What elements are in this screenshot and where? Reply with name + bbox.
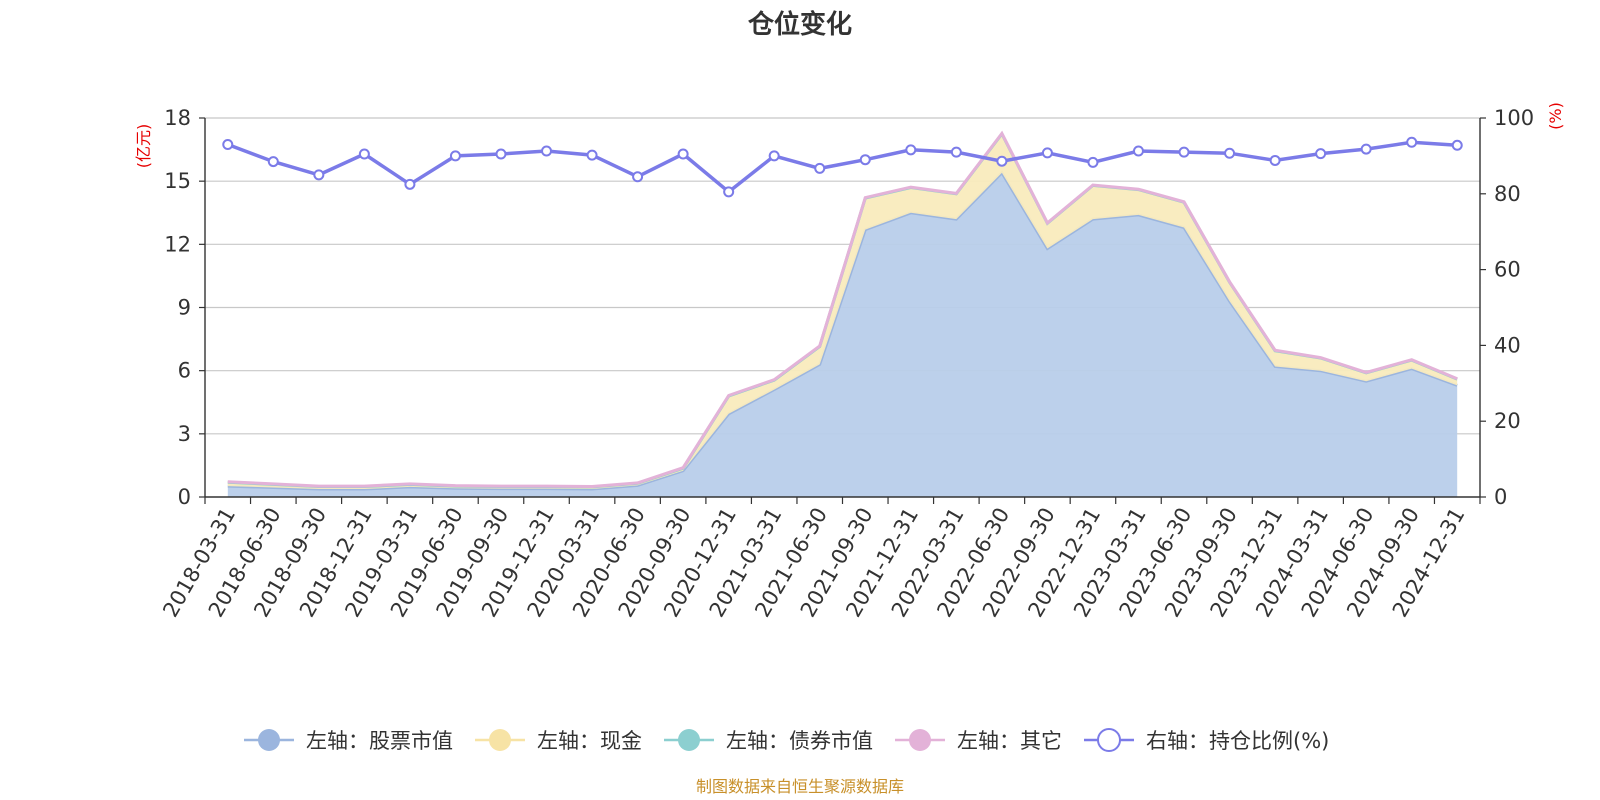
ratio-point	[768, 150, 780, 162]
legend-label: 左轴：股票市值	[306, 729, 453, 753]
area-series	[227, 130, 1458, 497]
ratio-point	[859, 154, 871, 166]
legend-marker-icon	[258, 729, 280, 751]
ratio-point	[1360, 143, 1372, 155]
left-tick-label: 6	[178, 359, 191, 383]
legend-marker-icon	[489, 729, 511, 751]
source-note: 制图数据来自恒生聚源数据库	[696, 777, 904, 796]
left-tick-label: 3	[178, 422, 191, 446]
area-edge-line	[227, 130, 1458, 489]
left-tick-label: 12	[164, 232, 191, 256]
right-tick-label: 20	[1494, 409, 1521, 433]
ratio-point	[1451, 139, 1463, 151]
ratio-point	[586, 149, 598, 161]
right-tick-label: 80	[1494, 182, 1521, 206]
ratio-point	[1132, 145, 1144, 157]
legend-marker-icon	[909, 729, 931, 751]
legend-marker-icon	[678, 729, 700, 751]
ratio-point	[996, 155, 1008, 167]
right-tick-label: 0	[1494, 485, 1507, 509]
ratio-point	[358, 148, 370, 160]
ratio-line	[227, 140, 1458, 195]
ratio-point	[950, 146, 962, 158]
legend-marker-icon	[1097, 728, 1121, 752]
right-tick-label: 40	[1494, 333, 1521, 357]
left-tick-label: 9	[178, 296, 191, 320]
legend-label: 左轴：其它	[957, 729, 1062, 753]
right-tick-label: 60	[1494, 258, 1521, 282]
ratio-point	[1178, 146, 1190, 158]
left-axis-unit: (亿元)	[134, 124, 153, 169]
ratio-point	[677, 148, 689, 160]
ratio-point	[1087, 156, 1099, 168]
ratio-point	[541, 145, 553, 157]
ratio-point	[1269, 154, 1281, 166]
ratio-point	[222, 139, 234, 151]
ratio-point	[313, 169, 325, 181]
area-fill	[227, 172, 1458, 497]
ratio-point	[723, 186, 735, 198]
left-tick-label: 15	[164, 169, 191, 193]
legend-label: 右轴：持仓比例(%)	[1146, 729, 1329, 753]
ratio-point	[1406, 136, 1418, 148]
chart-title: 仓位变化	[747, 9, 852, 40]
ratio-point	[449, 150, 461, 162]
legend: 左轴：股票市值 左轴：现金 左轴：债券市值 左轴：其它 右轴：持仓比例(%)	[244, 728, 1329, 753]
ratio-point	[1041, 147, 1053, 159]
right-tick-label: 100	[1494, 106, 1534, 130]
ratio-line-series	[222, 136, 1463, 198]
left-tick-label: 18	[164, 106, 191, 130]
ratio-point	[905, 144, 917, 156]
ratio-point	[267, 156, 279, 168]
ratio-point	[1224, 147, 1236, 159]
ratio-point	[632, 171, 644, 183]
ratio-point	[1315, 148, 1327, 160]
ratio-point	[495, 148, 507, 160]
left-tick-label: 0	[178, 485, 191, 509]
right-axis-unit: (%)	[1546, 102, 1565, 130]
legend-label: 左轴：现金	[537, 729, 642, 753]
ratio-point	[814, 162, 826, 174]
ratio-point	[404, 178, 416, 190]
legend-label: 左轴：债券市值	[726, 729, 873, 753]
